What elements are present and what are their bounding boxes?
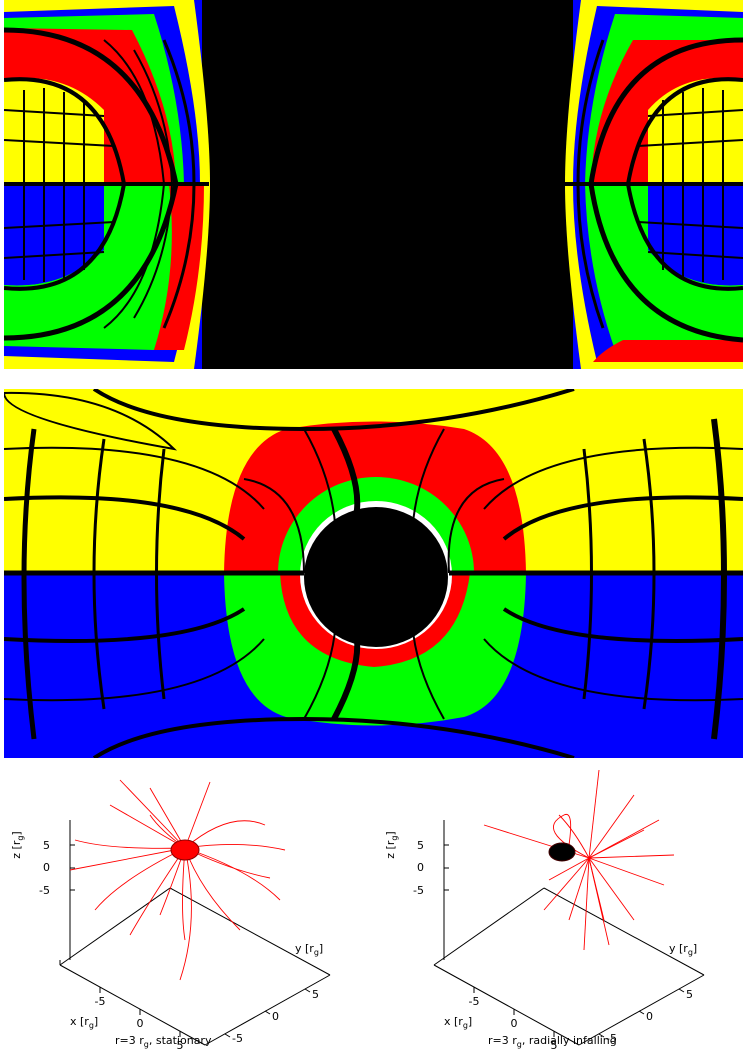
z-axis-label: z [rg] — [384, 831, 399, 858]
y-tick-0: 0 — [646, 1010, 653, 1023]
z-tick-5: 5 — [417, 839, 424, 852]
y-tick-neg5: -5 — [606, 1032, 617, 1045]
x-tick-0: 0 — [137, 1017, 144, 1030]
grid-lines-left — [4, 27, 209, 341]
z-tick-neg5: -5 — [413, 884, 424, 897]
z-axis-label: z [rg] — [10, 831, 25, 858]
x-axis-label: x [rg] — [70, 1015, 98, 1030]
plot-labels: z [rg] 5 0 -5 -5 0 5 x [rg] 5 0 -5 y [rg… — [384, 831, 697, 1052]
sky-map-stationary-svg — [4, 0, 743, 369]
sky-map-stationary — [4, 0, 743, 369]
axes-box — [59, 820, 331, 1046]
x-tick-5: 5 — [177, 1039, 184, 1052]
z-tick-neg5: -5 — [39, 884, 50, 897]
x-tick-5: 5 — [551, 1039, 558, 1052]
y-tick-5: 5 — [686, 988, 693, 1001]
y-tick-neg5: -5 — [232, 1032, 243, 1045]
caption-infalling: r=3 rg, radially infalling — [488, 1034, 617, 1050]
ray-plot-stationary: z [rg] 5 0 -5 -5 0 5 x [rg] 5 0 -5 y [rg… — [10, 779, 331, 1052]
z-tick-0: 0 — [43, 861, 50, 874]
z-tick-0: 0 — [417, 861, 424, 874]
ray-trajectories — [69, 779, 286, 981]
sky-map-infalling — [4, 389, 743, 758]
green-lower-left — [4, 184, 176, 340]
x-tick-0: 0 — [511, 1017, 518, 1030]
y-tick-5: 5 — [312, 988, 319, 1001]
ray-trajectories — [483, 770, 675, 951]
grid-lines-infalling — [4, 389, 743, 758]
z-tick-5: 5 — [43, 839, 50, 852]
blue-center-left — [4, 184, 104, 286]
x-tick-neg5: -5 — [95, 995, 106, 1008]
axes-box — [433, 820, 705, 1046]
plot-labels: z [rg] 5 0 -5 -5 0 5 x [rg] 5 0 -5 y [rg… — [10, 831, 323, 1052]
x-axis-label: x [rg] — [444, 1015, 472, 1030]
y-tick-0: 0 — [272, 1010, 279, 1023]
black-hole-sphere — [548, 842, 576, 862]
yellow-center-left — [4, 78, 104, 184]
y-axis-label: y [rg] — [295, 942, 323, 957]
black-hole-shadow — [304, 507, 448, 647]
left-lobe — [4, 0, 210, 369]
ray-plot-infalling: z [rg] 5 0 -5 -5 0 5 x [rg] 5 0 -5 y [rg… — [384, 770, 705, 1052]
sky-map-infalling-svg — [4, 389, 743, 758]
caption-stationary: r=3 rg, stationary — [115, 1034, 212, 1050]
x-tick-neg5: -5 — [469, 995, 480, 1008]
y-axis-label: y [rg] — [669, 942, 697, 957]
emitter-sphere — [170, 839, 200, 861]
right-lobe — [565, 0, 743, 369]
